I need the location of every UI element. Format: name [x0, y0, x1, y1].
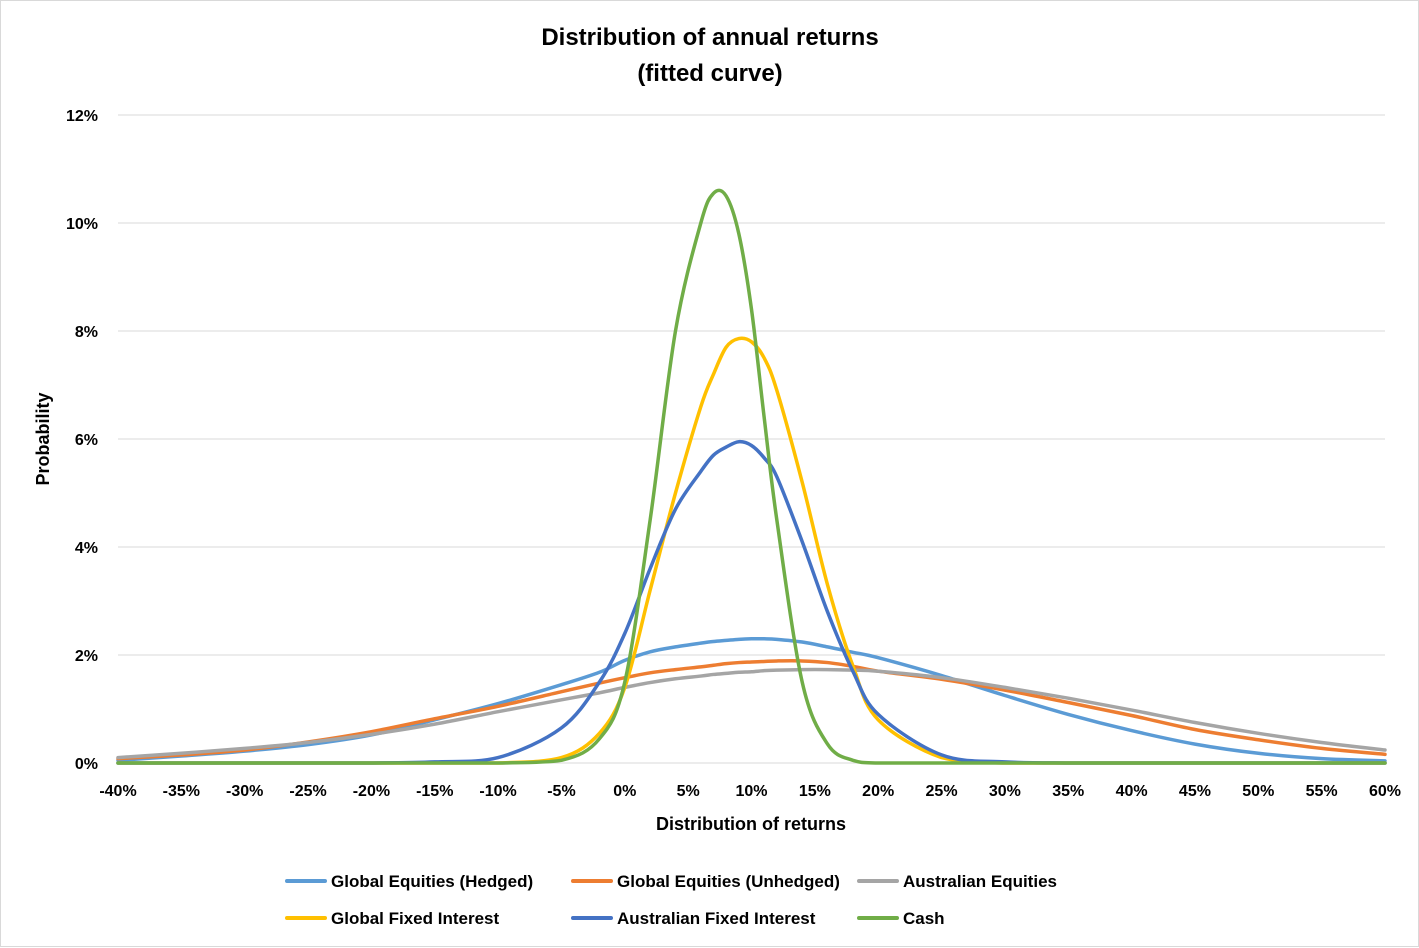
- x-axis-tick-labels: -40% -35% -30% -25% -20% -15% -10% -5% 0% 5% 10% 15…: [99, 783, 1401, 800]
- x-tick-label: 35%: [1052, 783, 1084, 800]
- gridlines: [118, 114, 1385, 764]
- y-tick-label: 6%: [75, 432, 98, 449]
- x-tick-label: -20%: [353, 783, 390, 800]
- x-tick-label: -40%: [99, 783, 136, 800]
- x-tick-label: -35%: [163, 783, 200, 800]
- legend-label: Global Equities (Hedged): [331, 872, 533, 891]
- x-tick-label: -15%: [416, 783, 453, 800]
- chart-title: Distribution of annual returns (fitted c…: [541, 24, 878, 87]
- x-tick-label: -5%: [547, 783, 575, 800]
- y-tick-label: 10%: [66, 216, 98, 233]
- x-axis-label: Distribution of returns: [656, 814, 846, 834]
- legend-item-5: Cash: [857, 909, 945, 928]
- x-tick-label: 55%: [1306, 783, 1338, 800]
- legend-item-2: Australian Equities: [857, 872, 1057, 891]
- x-tick-label: -30%: [226, 783, 263, 800]
- y-tick-label: 8%: [75, 324, 98, 341]
- x-tick-label: 20%: [862, 783, 894, 800]
- legend-label: Cash: [903, 909, 945, 928]
- y-tick-label: 4%: [75, 540, 98, 557]
- series-line-3: [116, 336, 1387, 765]
- x-tick-label: 50%: [1242, 783, 1274, 800]
- x-tick-label: 15%: [799, 783, 831, 800]
- x-tick-label: 10%: [735, 783, 767, 800]
- series-line-1: [116, 659, 1387, 761]
- x-tick-label: 60%: [1369, 783, 1401, 800]
- legend: Global Equities (Hedged) Global Equities …: [285, 872, 1057, 928]
- legend-item-1: Global Equities (Unhedged): [571, 872, 840, 891]
- legend-item-4: Australian Fixed Interest: [571, 909, 816, 928]
- x-tick-label: 30%: [989, 783, 1021, 800]
- x-tick-label: 45%: [1179, 783, 1211, 800]
- series-line-2: [116, 667, 1387, 760]
- series-line-4: [116, 439, 1387, 765]
- legend-label: Global Fixed Interest: [331, 909, 499, 928]
- x-tick-label: 5%: [677, 783, 700, 800]
- x-tick-label: 40%: [1116, 783, 1148, 800]
- y-tick-label: 12%: [66, 108, 98, 125]
- x-tick-label: 0%: [613, 783, 636, 800]
- y-axis-tick-labels: 0% 2% 4% 6% 8% 10% 12%: [66, 108, 98, 773]
- y-axis-label: Probability: [33, 392, 53, 485]
- x-tick-label: -25%: [289, 783, 326, 800]
- legend-label: Australian Fixed Interest: [617, 909, 816, 928]
- series-line-5: [116, 188, 1387, 765]
- x-tick-label: 25%: [926, 783, 958, 800]
- x-tick-label: -10%: [479, 783, 516, 800]
- series-lines: [116, 188, 1387, 765]
- chart-title-line-1: Distribution of annual returns: [541, 24, 878, 51]
- legend-label: Australian Equities: [903, 872, 1057, 891]
- y-tick-label: 0%: [75, 756, 98, 773]
- chart-title-line-2: (fitted curve): [637, 60, 782, 87]
- legend-item-0: Global Equities (Hedged): [285, 872, 533, 891]
- legend-item-3: Global Fixed Interest: [285, 909, 499, 928]
- y-tick-label: 2%: [75, 648, 98, 665]
- legend-label: Global Equities (Unhedged): [617, 872, 840, 891]
